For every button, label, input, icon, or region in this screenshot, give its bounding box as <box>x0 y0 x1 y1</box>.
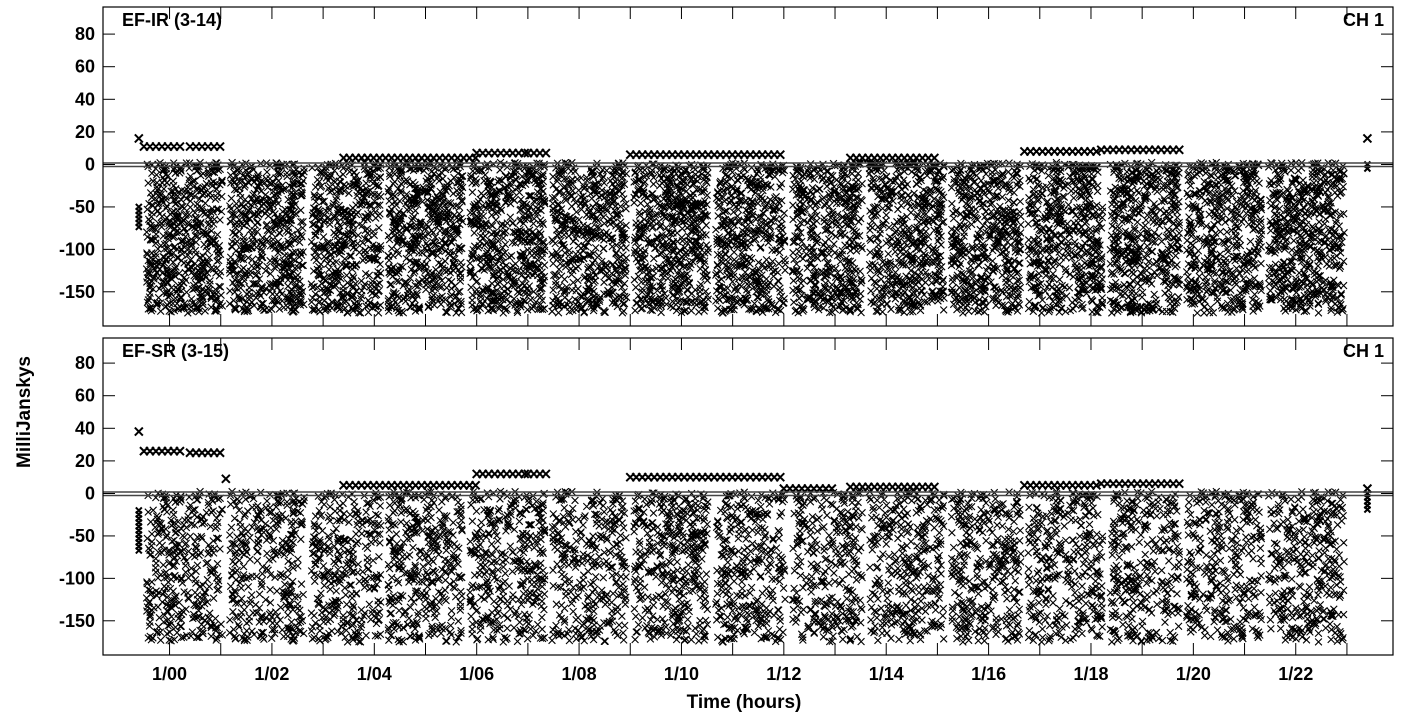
data-point <box>1363 160 1372 173</box>
channel-label-top: CH 1 <box>1343 10 1384 30</box>
scatter-layer-bottom <box>134 426 1373 646</box>
data-point <box>471 469 530 479</box>
y-tick-label: 80 <box>75 24 95 44</box>
y-tick-label: -150 <box>59 611 95 631</box>
panel-top: 80 60 40 20 0 -50 -100 -150 EF-IR (3-14) CH 1 <box>59 6 1394 327</box>
data-point <box>1362 133 1373 144</box>
data-point <box>1019 146 1102 157</box>
data-point <box>185 141 225 152</box>
x-tick-label: 1/02 <box>254 664 289 684</box>
axes-bottom: 80 60 40 20 0 -50 -100 -150 <box>59 337 1394 656</box>
data-point <box>134 133 144 144</box>
y-tick-label: 60 <box>75 386 95 406</box>
data-point <box>523 469 551 479</box>
y-tick-label: -150 <box>59 282 95 302</box>
panel-bottom: 80 60 40 20 0 -50 -100 -150 EF-SR (3-15) CH 1 <box>59 337 1394 656</box>
plot-frame <box>102 337 1394 656</box>
axes-top: 80 60 40 20 0 -50 -100 -150 <box>59 6 1394 327</box>
y-tick-label: 0 <box>85 484 95 504</box>
x-tick-label: 1/06 <box>459 664 494 684</box>
x-tick-label: 1/22 <box>1278 664 1313 684</box>
data-point <box>779 483 837 494</box>
y-tick-label: 80 <box>75 353 95 373</box>
data-point <box>1096 145 1184 155</box>
data-point <box>142 158 1348 317</box>
y-tick-label: -50 <box>69 197 95 217</box>
x-tick-label: 1/08 <box>562 664 597 684</box>
data-point <box>139 446 185 456</box>
data-point <box>338 480 481 491</box>
x-tick-label: 1/00 <box>152 664 187 684</box>
y-tick-label: 20 <box>75 451 95 471</box>
data-point <box>471 148 530 158</box>
x-tick-label: 1/20 <box>1176 664 1211 684</box>
y-tick-label: -100 <box>59 568 95 588</box>
x-axis-title: Time (hours) <box>687 692 802 713</box>
panel-title-bottom: EF-SR (3-15) <box>122 341 229 361</box>
scatter-layer-top <box>134 133 1373 317</box>
x-tick-label: 1/04 <box>357 664 392 684</box>
data-point <box>625 150 785 160</box>
plot-frame <box>102 6 1394 327</box>
x-tick-labels: 1/00 1/02 1/04 1/06 1/08 1/10 1/12 1/14 1/16 1/18… <box>152 664 1313 684</box>
y-tick-label: 60 <box>75 57 95 77</box>
panel-title-top: EF-IR (3-14) <box>122 10 222 30</box>
data-point <box>135 203 143 231</box>
data-point <box>1096 479 1184 489</box>
x-tick-label: 1/10 <box>664 664 699 684</box>
x-tick-label: 1/18 <box>1073 664 1108 684</box>
y-tick-label: -100 <box>59 239 95 259</box>
data-point <box>523 148 551 158</box>
data-point <box>845 153 940 163</box>
x-tick-label: 1/16 <box>971 664 1006 684</box>
channel-label-bottom: CH 1 <box>1343 341 1384 361</box>
data-point <box>135 506 143 555</box>
y-axis-title: MilliJanskys <box>14 356 35 468</box>
data-point <box>142 487 1348 646</box>
data-point <box>1019 480 1102 491</box>
data-point <box>338 153 481 163</box>
y-tick-label: 40 <box>75 89 95 109</box>
data-point <box>845 482 940 492</box>
y-tick-label: -50 <box>69 526 95 546</box>
y-tick-label: 20 <box>75 122 95 142</box>
data-point <box>139 141 185 152</box>
x-tick-label: 1/14 <box>869 664 904 684</box>
data-point <box>1363 489 1372 514</box>
y-tick-label: 0 <box>85 155 95 175</box>
y-tick-label: 40 <box>75 418 95 438</box>
data-point <box>185 448 225 458</box>
data-point <box>134 426 144 437</box>
data-point <box>221 474 231 484</box>
x-tick-label: 1/12 <box>766 664 801 684</box>
data-point <box>625 472 785 482</box>
